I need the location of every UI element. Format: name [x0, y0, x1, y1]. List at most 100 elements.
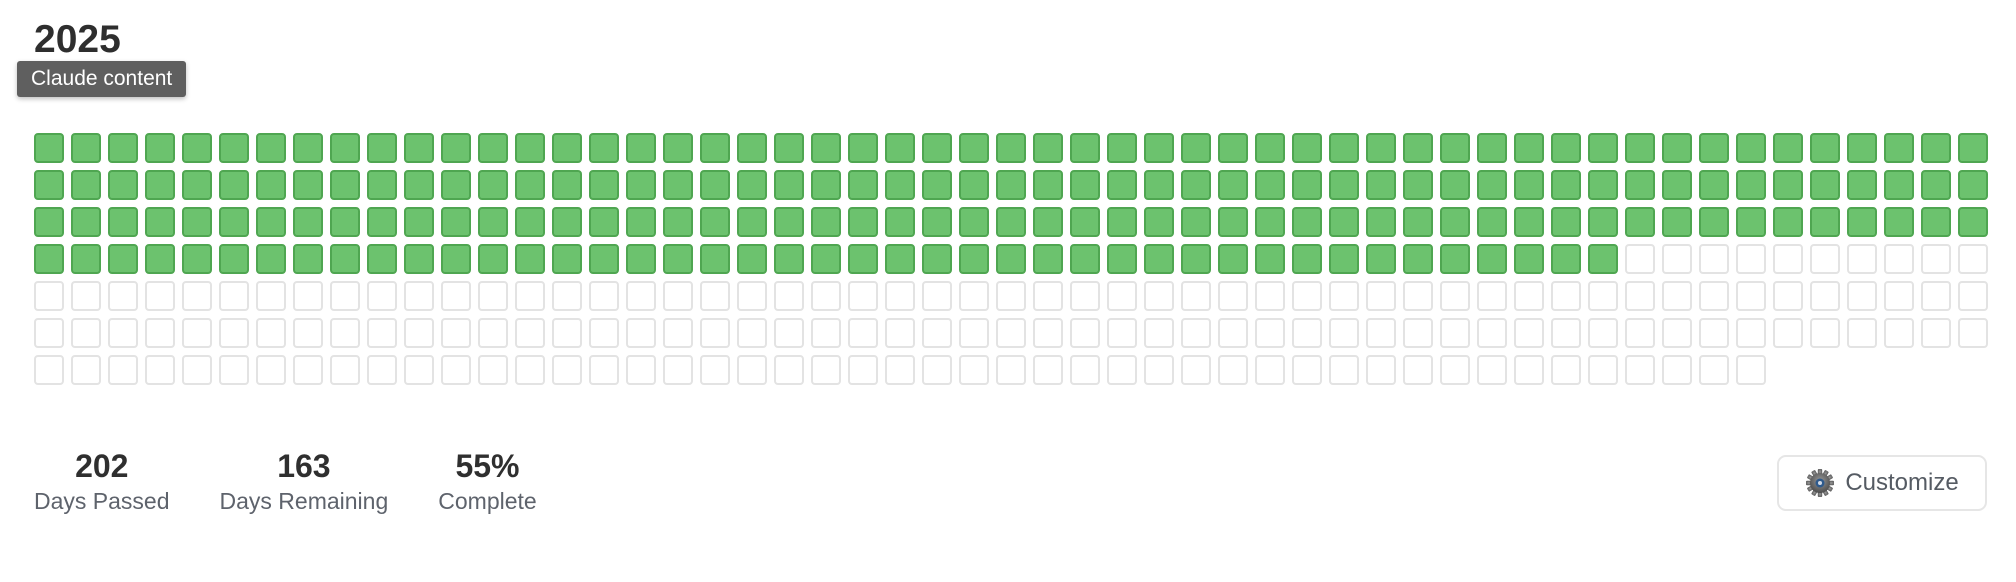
day-cell-passed[interactable] [774, 207, 804, 237]
day-cell-remaining[interactable] [34, 318, 64, 348]
day-cell-remaining[interactable] [145, 281, 175, 311]
day-cell-passed[interactable] [293, 170, 323, 200]
day-cell-remaining[interactable] [1366, 318, 1396, 348]
day-cell-remaining[interactable] [1810, 244, 1840, 274]
day-cell-passed[interactable] [737, 244, 767, 274]
day-cell-remaining[interactable] [922, 318, 952, 348]
day-cell-remaining[interactable] [811, 318, 841, 348]
day-cell-passed[interactable] [34, 207, 64, 237]
day-cell-passed[interactable] [996, 133, 1026, 163]
day-cell-passed[interactable] [626, 207, 656, 237]
day-cell-remaining[interactable] [330, 281, 360, 311]
day-cell-remaining[interactable] [589, 281, 619, 311]
day-cell-passed[interactable] [515, 170, 545, 200]
day-cell-passed[interactable] [1255, 170, 1285, 200]
day-cell-remaining[interactable] [1810, 318, 1840, 348]
day-cell-passed[interactable] [959, 207, 989, 237]
day-cell-passed[interactable] [885, 244, 915, 274]
day-cell-remaining[interactable] [1255, 318, 1285, 348]
day-cell-passed[interactable] [626, 244, 656, 274]
day-cell-passed[interactable] [1292, 207, 1322, 237]
day-cell-remaining[interactable] [848, 318, 878, 348]
day-cell-remaining[interactable] [1292, 355, 1322, 385]
day-cell-remaining[interactable] [1366, 355, 1396, 385]
day-cell-passed[interactable] [1292, 170, 1322, 200]
day-cell-passed[interactable] [1514, 133, 1544, 163]
day-cell-passed[interactable] [885, 170, 915, 200]
day-cell-passed[interactable] [1218, 133, 1248, 163]
day-cell-passed[interactable] [34, 170, 64, 200]
day-cell-passed[interactable] [330, 244, 360, 274]
day-cell-passed[interactable] [1736, 133, 1766, 163]
day-cell-passed[interactable] [1958, 133, 1988, 163]
day-cell-remaining[interactable] [1625, 318, 1655, 348]
day-cell-remaining[interactable] [811, 355, 841, 385]
day-cell-passed[interactable] [1551, 244, 1581, 274]
day-cell-passed[interactable] [1329, 244, 1359, 274]
day-cell-passed[interactable] [515, 133, 545, 163]
day-cell-passed[interactable] [1847, 133, 1877, 163]
day-cell-passed[interactable] [256, 170, 286, 200]
day-cell-remaining[interactable] [552, 318, 582, 348]
day-cell-remaining[interactable] [1699, 281, 1729, 311]
day-cell-passed[interactable] [441, 244, 471, 274]
day-cell-remaining[interactable] [441, 355, 471, 385]
day-cell-remaining[interactable] [1625, 244, 1655, 274]
day-cell-remaining[interactable] [1662, 244, 1692, 274]
day-cell-passed[interactable] [1551, 207, 1581, 237]
day-cell-remaining[interactable] [1329, 281, 1359, 311]
day-cell-remaining[interactable] [182, 355, 212, 385]
day-cell-passed[interactable] [1921, 207, 1951, 237]
day-cell-passed[interactable] [441, 170, 471, 200]
day-cell-passed[interactable] [848, 170, 878, 200]
day-cell-passed[interactable] [1551, 133, 1581, 163]
day-cell-passed[interactable] [737, 207, 767, 237]
day-cell-passed[interactable] [663, 244, 693, 274]
day-cell-remaining[interactable] [1107, 318, 1137, 348]
day-cell-remaining[interactable] [1773, 318, 1803, 348]
day-cell-remaining[interactable] [552, 355, 582, 385]
day-cell-remaining[interactable] [1403, 355, 1433, 385]
day-cell-passed[interactable] [1033, 170, 1063, 200]
day-cell-remaining[interactable] [700, 318, 730, 348]
day-cell-passed[interactable] [1366, 133, 1396, 163]
day-cell-remaining[interactable] [1070, 355, 1100, 385]
day-cell-passed[interactable] [34, 133, 64, 163]
day-cell-remaining[interactable] [1181, 281, 1211, 311]
day-cell-passed[interactable] [108, 207, 138, 237]
day-cell-passed[interactable] [1181, 244, 1211, 274]
day-cell-remaining[interactable] [1255, 355, 1285, 385]
day-cell-remaining[interactable] [219, 355, 249, 385]
day-cell-passed[interactable] [1181, 170, 1211, 200]
day-cell-remaining[interactable] [1736, 355, 1766, 385]
day-cell-passed[interactable] [1218, 244, 1248, 274]
day-cell-remaining[interactable] [1662, 281, 1692, 311]
day-cell-passed[interactable] [1810, 207, 1840, 237]
day-cell-passed[interactable] [1736, 170, 1766, 200]
day-cell-remaining[interactable] [1884, 281, 1914, 311]
day-cell-remaining[interactable] [700, 355, 730, 385]
day-cell-remaining[interactable] [589, 318, 619, 348]
day-cell-passed[interactable] [367, 207, 397, 237]
day-cell-passed[interactable] [71, 244, 101, 274]
day-cell-passed[interactable] [1255, 207, 1285, 237]
day-cell-remaining[interactable] [515, 281, 545, 311]
day-cell-remaining[interactable] [737, 281, 767, 311]
day-cell-passed[interactable] [1329, 170, 1359, 200]
day-cell-remaining[interactable] [1736, 281, 1766, 311]
day-cell-remaining[interactable] [1514, 318, 1544, 348]
day-cell-remaining[interactable] [1366, 281, 1396, 311]
day-cell-remaining[interactable] [1218, 281, 1248, 311]
day-cell-passed[interactable] [1514, 170, 1544, 200]
day-cell-passed[interactable] [256, 133, 286, 163]
day-cell-remaining[interactable] [1440, 281, 1470, 311]
day-cell-remaining[interactable] [1477, 281, 1507, 311]
day-cell-passed[interactable] [182, 170, 212, 200]
day-cell-passed[interactable] [367, 170, 397, 200]
day-cell-remaining[interactable] [1662, 318, 1692, 348]
day-cell-passed[interactable] [811, 133, 841, 163]
day-cell-passed[interactable] [700, 244, 730, 274]
day-cell-remaining[interactable] [885, 318, 915, 348]
day-cell-passed[interactable] [1773, 207, 1803, 237]
day-cell-remaining[interactable] [330, 355, 360, 385]
